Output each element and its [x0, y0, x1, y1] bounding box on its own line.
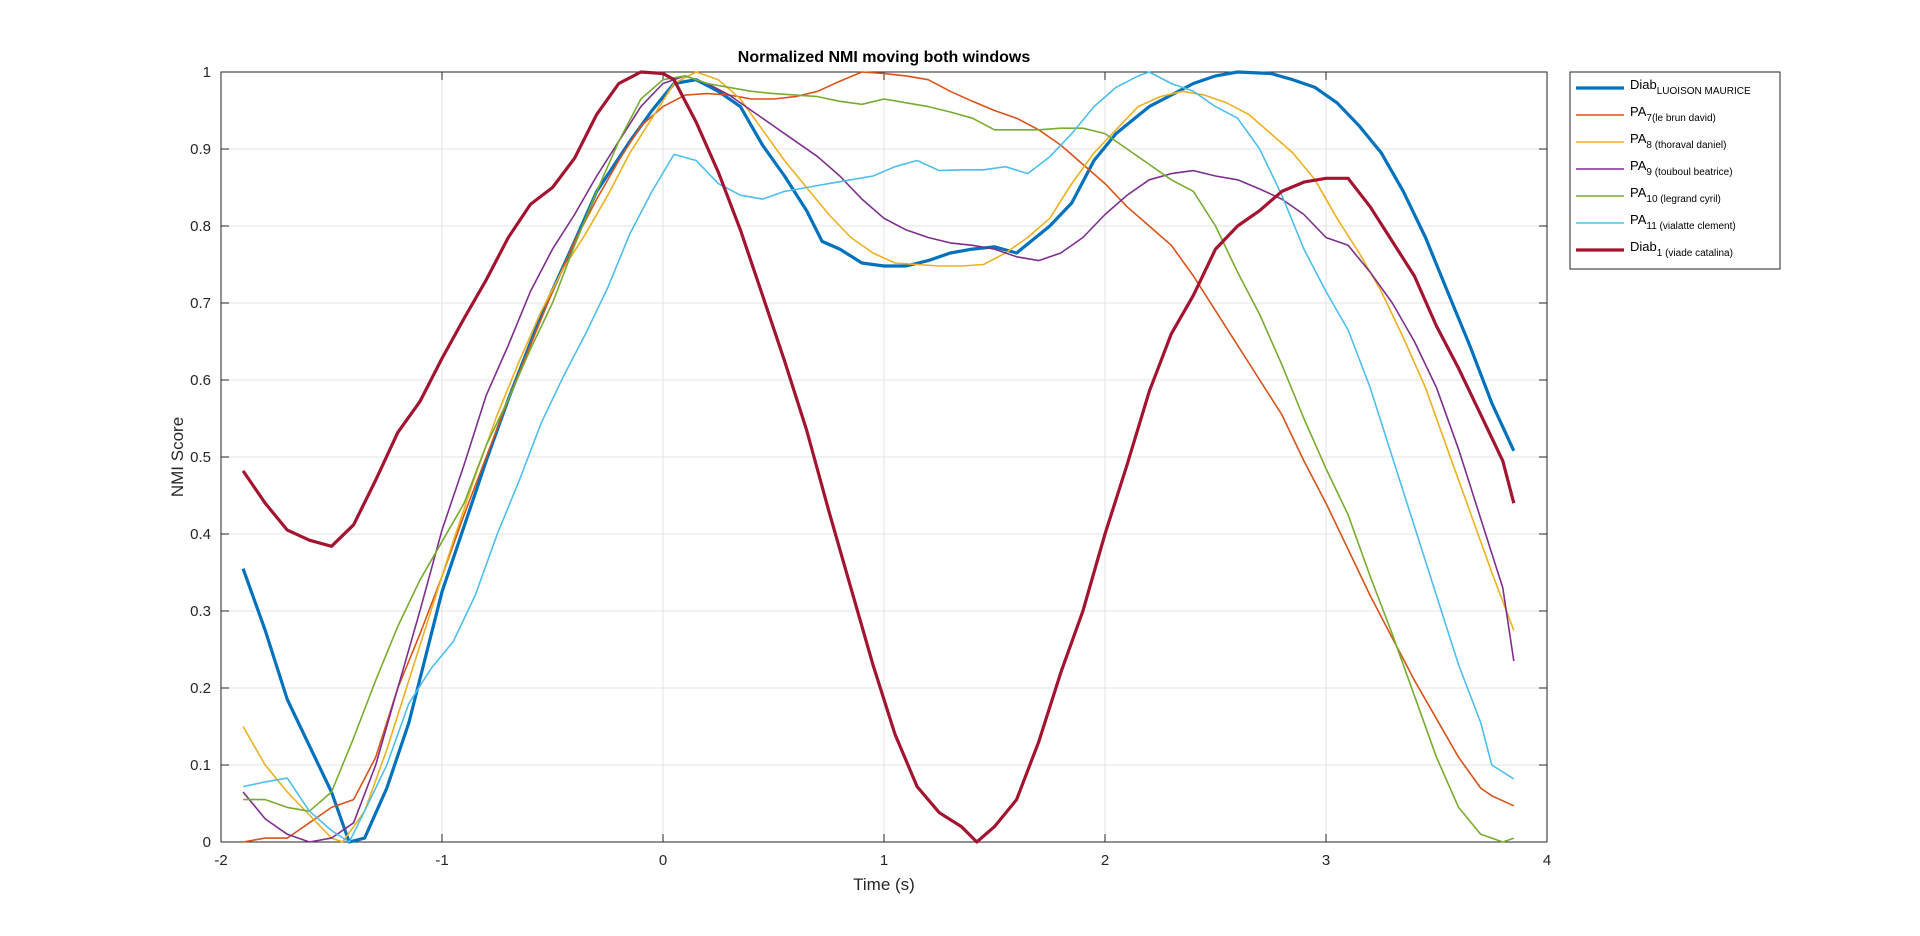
y-axis-label: NMI Score: [168, 417, 187, 497]
x-tick-label: -1: [435, 852, 448, 869]
y-tick-label: 0.8: [190, 218, 211, 235]
y-tick-label: 1: [203, 64, 211, 81]
x-tick-label: 0: [659, 852, 667, 869]
x-tick-label: 2: [1101, 852, 1109, 869]
legend-entry: PA11 (vialatte clement): [1630, 212, 1736, 232]
series-line-3: [242, 71, 1515, 843]
y-tick-label: 0.6: [190, 372, 211, 389]
y-tick-label: 0.2: [190, 680, 211, 697]
series-line-2: [242, 71, 1515, 843]
y-tick-label: 0.1: [190, 757, 211, 774]
series-line-1: [241, 70, 1516, 844]
series-line-4: [242, 75, 1515, 843]
chart-title: Normalized NMI moving both windows: [738, 49, 1031, 66]
series-line-6: [242, 71, 1515, 843]
x-tick-label: 4: [1543, 852, 1551, 869]
series-line-5: [243, 75, 1515, 843]
legend: DiabLUOISON MAURICE PA7(le brun david) PA8…: [1569, 71, 1781, 270]
y-tick-label: 0.5: [190, 449, 211, 466]
y-tick-label: 0.3: [190, 603, 211, 620]
legend-entry: PA7(le brun david): [1630, 104, 1716, 124]
legend-entry: PA9 (touboul beatrice): [1630, 158, 1733, 178]
y-tick-label: 0.4: [190, 526, 211, 543]
series-line-7: [241, 70, 1516, 844]
y-tick-label: 0.9: [190, 141, 211, 158]
legend-entry: PA10 (legrand cyril): [1630, 185, 1721, 205]
legend-box: [1569, 71, 1781, 270]
legend-entry: DiabLUOISON MAURICE: [1630, 77, 1751, 97]
y-tick-label: 0.7: [190, 295, 211, 312]
x-axis-label: Time (s): [853, 875, 915, 894]
legend-entry: PA8 (thoraval daniel): [1630, 131, 1726, 151]
x-tick-label: -2: [214, 852, 227, 869]
x-tick-label: 3: [1322, 852, 1330, 869]
legend-entry: Diab1 (viade catalina): [1630, 239, 1733, 259]
series-lines: [241, 70, 1516, 844]
axis-ticks: -2 -1 0 1 2 3 4 0 0.1 0.2 0.3 0.4 0.5 0.6 0.7 0.8 0.9 1: [190, 64, 1551, 869]
y-tick-label: 0: [203, 834, 211, 851]
x-tick-label: 1: [880, 852, 888, 869]
